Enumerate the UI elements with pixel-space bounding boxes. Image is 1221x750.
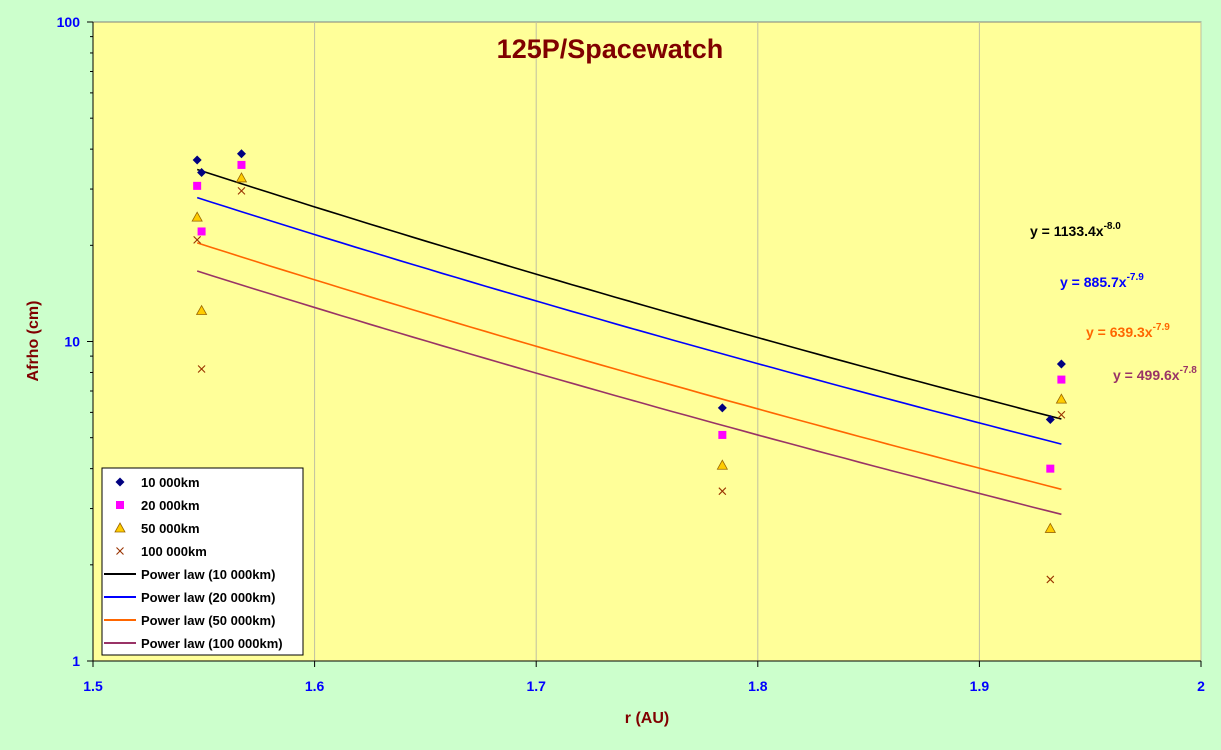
equation-text: y = 499.6x xyxy=(1113,367,1180,383)
data-point xyxy=(716,459,729,470)
equation-exponent: -8.0 xyxy=(1104,221,1122,232)
legend-entry: Power law (50 000km) xyxy=(141,613,275,628)
legend: 10 000km 20 000km 50 000km 100 000km Power l… xyxy=(101,467,304,656)
trendlines xyxy=(196,168,1062,516)
trendline-equation: y = 885.7x-7.9 xyxy=(1060,272,1144,290)
trendline-equation: y = 499.6x-7.8 xyxy=(1113,365,1197,383)
data-point xyxy=(1046,464,1055,473)
x-tick-label: 1.9 xyxy=(970,678,990,694)
legend-entry: Power law (10 000km) xyxy=(141,567,275,582)
data-point xyxy=(192,155,202,165)
trendline xyxy=(196,168,1062,420)
data-point xyxy=(717,403,727,413)
legend-entry: Power law (100 000km) xyxy=(141,636,283,651)
data-point-stroke xyxy=(1057,410,1066,419)
y-tick-label: 10 xyxy=(64,334,80,350)
x-tick-label: 1.8 xyxy=(748,678,768,694)
data-point xyxy=(1045,414,1055,424)
data-point-stroke xyxy=(197,365,206,373)
trendline-equation: y = 639.3x-7.9 xyxy=(1086,322,1170,340)
data-point xyxy=(237,160,246,169)
trendline-equations: y = 1133.4x-8.0y = 885.7x-7.9y = 639.3x-… xyxy=(1030,221,1197,383)
x-axis-label: r (AU) xyxy=(625,710,669,727)
data-point-stroke xyxy=(237,187,246,195)
y-axis-label: Afrho (cm) xyxy=(25,301,42,382)
y-tick-label: 100 xyxy=(57,14,81,30)
data-point xyxy=(1057,410,1066,419)
data-point xyxy=(195,304,208,315)
equation-text: y = 639.3x xyxy=(1086,324,1153,340)
data-point xyxy=(235,172,248,183)
data-point xyxy=(197,168,207,178)
x-tick-label: 2 xyxy=(1197,678,1205,694)
data-point xyxy=(193,181,202,190)
y-tick-label: 1 xyxy=(72,653,80,669)
legend-entry: 20 000km xyxy=(141,498,200,513)
data-point xyxy=(197,227,206,236)
legend-box xyxy=(101,467,304,656)
data-point xyxy=(116,501,124,509)
legend-entry: Power law (20 000km) xyxy=(141,590,275,605)
data-points xyxy=(191,149,1068,584)
trendline xyxy=(196,196,1062,445)
trendline xyxy=(196,270,1062,516)
data-point xyxy=(115,477,125,487)
x-tick-label: 1.6 xyxy=(305,678,325,694)
equation-text: y = 1133.4x xyxy=(1030,223,1104,239)
data-point xyxy=(718,430,727,439)
equation-exponent: -7.9 xyxy=(1153,322,1171,333)
equation-text: y = 885.7x xyxy=(1060,274,1127,290)
data-point-stroke xyxy=(193,235,202,244)
data-point xyxy=(1046,575,1055,584)
legend-entry: 100 000km xyxy=(141,544,207,559)
data-point xyxy=(116,547,124,555)
data-point xyxy=(193,235,202,244)
trendline xyxy=(196,242,1062,491)
data-point xyxy=(191,211,203,222)
data-point xyxy=(718,487,727,496)
equation-exponent: -7.8 xyxy=(1180,365,1198,376)
data-point xyxy=(197,365,206,373)
legend-entry: 10 000km xyxy=(141,475,200,490)
data-point xyxy=(237,187,246,195)
legend-entry: 50 000km xyxy=(141,521,200,536)
data-point-stroke xyxy=(718,487,727,496)
grid xyxy=(314,22,1202,661)
data-point xyxy=(236,149,246,159)
data-point xyxy=(1044,522,1056,533)
equation-exponent: -7.9 xyxy=(1127,272,1145,283)
data-point xyxy=(1057,375,1066,384)
data-point-stroke xyxy=(116,547,124,555)
data-point xyxy=(114,522,126,533)
data-point-stroke xyxy=(1046,575,1055,584)
data-point xyxy=(1056,359,1066,369)
x-tick-label: 1.5 xyxy=(83,678,103,694)
chart-title: 125P/Spacewatch xyxy=(497,34,724,64)
trendline-equation: y = 1133.4x-8.0 xyxy=(1030,221,1121,239)
data-point xyxy=(1055,393,1068,404)
axes: 1.5 1.6 1.7 1.8 1.9 2 1 10 100 xyxy=(57,14,1205,694)
x-tick-label: 1.7 xyxy=(526,678,546,694)
